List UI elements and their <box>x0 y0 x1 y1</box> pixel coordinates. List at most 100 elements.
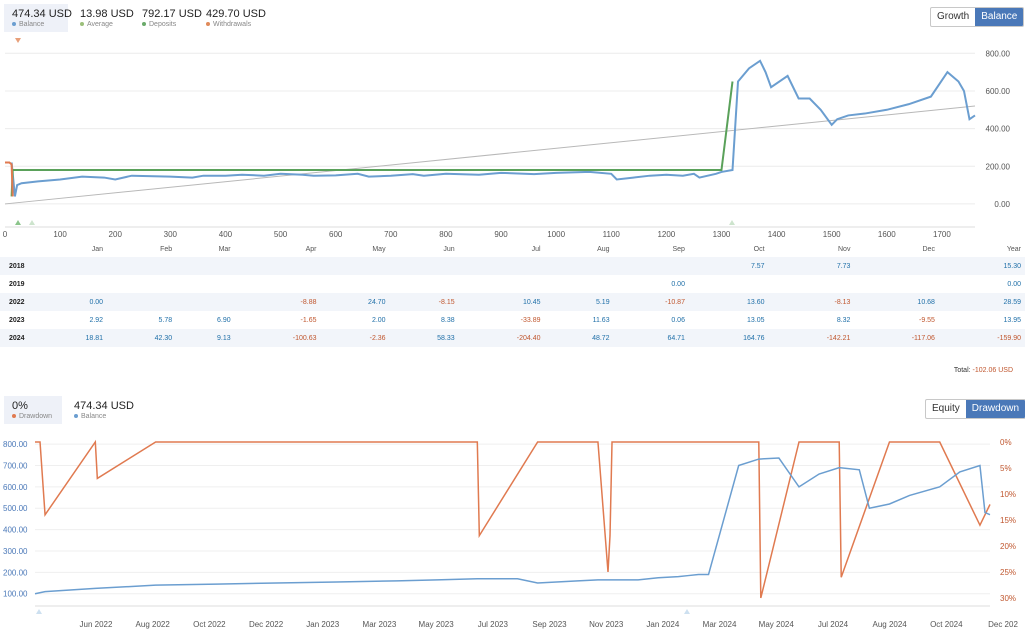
bottom-left-tick-label: 100.00 <box>3 590 28 599</box>
bottom-x-tick-label: Jan 2024 <box>646 620 679 629</box>
growth-button[interactable]: Growth <box>937 11 970 22</box>
table-cell: 13.05 <box>747 316 765 324</box>
top-series-trend <box>4 105 976 205</box>
table-cell <box>689 275 769 293</box>
top-y-tick-label: 800.00 <box>986 49 1011 58</box>
table-cell: -2.36 <box>320 329 390 347</box>
stat-average[interactable]: 13.98 USD Average <box>72 4 134 32</box>
bottom-left-tick-label: 500.00 <box>3 504 28 513</box>
row-year: 2024 <box>0 329 38 347</box>
table-cell <box>38 275 107 293</box>
stat-deposits-value: 792.17 USD <box>142 8 202 20</box>
stat-bottom-balance[interactable]: 474.34 USD Balance <box>66 396 134 424</box>
stat-withdrawals-value: 429.70 USD <box>206 8 266 20</box>
table-cell: -33.89 <box>520 316 541 324</box>
bottom-x-tick-label: Mar 2023 <box>363 620 397 629</box>
table-cell <box>854 257 939 275</box>
table-cell: -9.55 <box>918 316 935 324</box>
stat-deposits-label: Deposits <box>142 20 194 29</box>
table-cell: -8.88 <box>234 293 321 311</box>
table-cell <box>458 257 545 275</box>
table-cell <box>459 275 545 293</box>
table-cell <box>234 257 321 275</box>
header-jan: Jan <box>91 245 104 253</box>
top-y-tick-label: 0.00 <box>994 200 1010 209</box>
stat-drawdown[interactable]: 0% Drawdown <box>4 396 62 424</box>
bottom-left-tick-label: 300.00 <box>3 547 28 556</box>
top-x-tick-label: 300 <box>164 230 178 239</box>
bottom-x-tick-label: Aug 2022 <box>136 620 171 629</box>
deposit-marker-icon <box>15 220 21 225</box>
table-row: 2023 2.92 5.78 6.90 -1.65 2.00 8.38 -33.89 11.63… <box>0 311 1025 329</box>
row-year: 2022 <box>0 293 38 311</box>
deposits-dot-icon <box>142 22 146 27</box>
top-x-tick-label: 1200 <box>657 230 675 239</box>
table-cell: 9.13 <box>176 329 235 347</box>
table-cell <box>320 257 390 275</box>
table-cell: 7.57 <box>688 257 769 275</box>
table-cell: -1.65 <box>300 316 317 324</box>
drawdown-button[interactable]: Drawdown <box>965 400 1025 418</box>
header-mar: Mar <box>218 245 231 253</box>
top-x-tick-label: 100 <box>53 230 67 239</box>
table-cell <box>235 275 321 293</box>
bottom-right-tick-label: 15% <box>1000 516 1016 525</box>
bottom-left-tick-label: 700.00 <box>3 462 28 471</box>
header-jul: Jul <box>531 245 541 253</box>
table-cell <box>107 275 176 293</box>
table-row: 2024 18.81 42.30 9.13 -100.63 -2.36 58.33 -204.… <box>0 329 1025 347</box>
total-value: -102.06 USD <box>972 367 1013 374</box>
table-cell: 28.59 <box>938 293 1025 311</box>
bottom-series-balance <box>34 457 991 595</box>
top-series-balance <box>10 59 976 197</box>
table-cell: 13.95 <box>1003 316 1021 324</box>
deposit-marker-icon <box>29 220 35 225</box>
table-total: Total: -102.06 USD <box>954 367 1013 374</box>
table-cell: 5.19 <box>544 293 614 311</box>
bottom-left-tick-label: 600.00 <box>3 483 28 492</box>
drawdown-dot-icon <box>12 414 16 419</box>
table-cell <box>176 275 235 293</box>
top-x-tick-label: 1500 <box>823 230 841 239</box>
table-cell: 0.00 <box>38 293 108 311</box>
table-cell: 11.63 <box>592 316 610 324</box>
bottom-x-tick-label: Jan 2023 <box>306 620 339 629</box>
table-cell: -159.90 <box>938 329 1025 347</box>
stat-withdrawals[interactable]: 429.70 USD Withdrawals <box>198 4 270 32</box>
table-cell: -100.63 <box>234 329 321 347</box>
table-cell <box>107 293 177 311</box>
bottom-x-tick-label: Jun 2022 <box>80 620 113 629</box>
withdrawals-dot-icon <box>206 22 210 27</box>
equity-button[interactable]: Equity <box>932 403 960 414</box>
header-nov: Nov <box>838 245 851 253</box>
header-may: May <box>372 245 386 253</box>
table-cell <box>544 257 614 275</box>
stat-balance[interactable]: 474.34 USD Balance <box>4 4 72 32</box>
bottom-x-tick-label: Jul 2023 <box>478 620 509 629</box>
table-cell: 24.70 <box>320 293 390 311</box>
table-cell: 2.92 <box>89 316 104 324</box>
balance-dot-icon <box>12 22 16 27</box>
table-cell: -117.06 <box>854 329 939 347</box>
top-x-tick-label: 600 <box>329 230 343 239</box>
table-cell: 42.30 <box>107 329 177 347</box>
bottom-x-tick-label: Jul 2024 <box>818 620 849 629</box>
top-x-tick-label: 700 <box>384 230 398 239</box>
total-label: Total: <box>953 367 971 374</box>
table-cell <box>389 257 459 275</box>
bottom-balance-dot-icon <box>74 414 78 419</box>
bottom-right-tick-label: 30% <box>1000 594 1016 603</box>
table-cell: 13.60 <box>688 293 769 311</box>
header-year <box>0 241 38 257</box>
balance-button[interactable]: Balance <box>975 8 1024 26</box>
event-marker-icon <box>36 609 42 614</box>
table-cell: 64.71 <box>613 329 689 347</box>
bottom-x-tick-label: Aug 2024 <box>872 620 907 629</box>
table-cell: 2.00 <box>371 316 386 324</box>
header-jun: Jun <box>443 245 455 253</box>
stat-deposits[interactable]: 792.17 USD Deposits <box>134 4 202 32</box>
table-cell: 15.30 <box>938 257 1025 275</box>
stat-bottom-balance-label: Balance <box>74 412 122 421</box>
bottom-x-tick-label: Nov 2023 <box>589 620 624 629</box>
row-year: 2018 <box>0 257 38 275</box>
